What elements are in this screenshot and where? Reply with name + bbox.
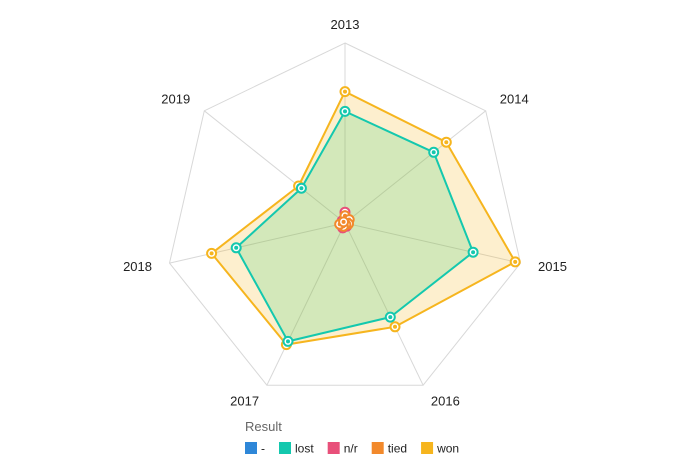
grid-spoke-2016	[344, 222, 424, 386]
legend-label-won: won	[436, 442, 459, 456]
axis-label-2015: 2015	[538, 259, 567, 274]
point-core-lost-2018	[234, 245, 239, 250]
legend-swatch-n/r	[327, 442, 340, 454]
point-core-lost-2019	[299, 186, 304, 191]
series-area-won	[210, 90, 517, 346]
axis-label-2018: 2018	[123, 259, 152, 274]
legend-label-tied: tied	[388, 442, 407, 456]
grid-spoke-2017	[266, 222, 346, 386]
point-core-won-2018	[209, 251, 214, 256]
series-layer	[206, 86, 521, 351]
point-core-won-2016	[393, 324, 397, 329]
legend[interactable]: Result - lost n/r tied won	[245, 419, 459, 456]
grid-spoke-2015	[344, 222, 521, 264]
axis-labels: 2013 2014 2015 2016 2017 2018 2019	[123, 17, 567, 408]
point-core-lost-2016	[388, 315, 393, 320]
legend-item-n/r[interactable]: n/r	[327, 442, 358, 456]
series-won	[206, 86, 521, 351]
legend-swatch-tied	[371, 442, 384, 454]
series-lost	[230, 105, 479, 347]
axis-label-2017: 2017	[230, 393, 259, 408]
legend-label-lost: lost	[295, 442, 314, 456]
legend-item-won[interactable]: won	[421, 442, 459, 456]
grid-spoke-2014	[344, 110, 487, 224]
axis-label-2014: 2014	[500, 92, 529, 107]
legend-item-lost[interactable]: lost	[279, 442, 314, 456]
series-area-lost	[235, 110, 475, 343]
radar-grid	[168, 42, 522, 386]
grid-outer-ring	[168, 42, 522, 386]
legend-swatch-won	[421, 442, 434, 454]
point-core-won-2013	[343, 89, 347, 94]
axis-label-2013: 2013	[331, 17, 360, 32]
axis-label-2016: 2016	[431, 393, 460, 408]
legend-swatch--	[245, 442, 257, 454]
point-core-won-2014	[444, 140, 449, 145]
point-core-lost-2015	[471, 250, 476, 255]
point-core-lost-2017	[286, 339, 290, 344]
grid-spoke-2018	[169, 222, 346, 264]
point-core-lost-2013	[343, 109, 347, 114]
legend-label--: -	[261, 442, 265, 456]
legend-swatch-lost	[279, 442, 291, 454]
legend-item-tied[interactable]: tied	[371, 442, 407, 456]
axis-label-2019: 2019	[161, 92, 190, 107]
point-core-tied-2019	[341, 219, 346, 224]
grid-spoke-2019	[203, 110, 346, 224]
legend-title: Result	[245, 419, 282, 434]
point-core-won-2015	[513, 259, 518, 264]
point-core-lost-2014	[431, 150, 436, 155]
legend-label-n/r: n/r	[344, 442, 358, 456]
legend-item--[interactable]: -	[245, 442, 265, 456]
series-tied	[334, 210, 355, 232]
